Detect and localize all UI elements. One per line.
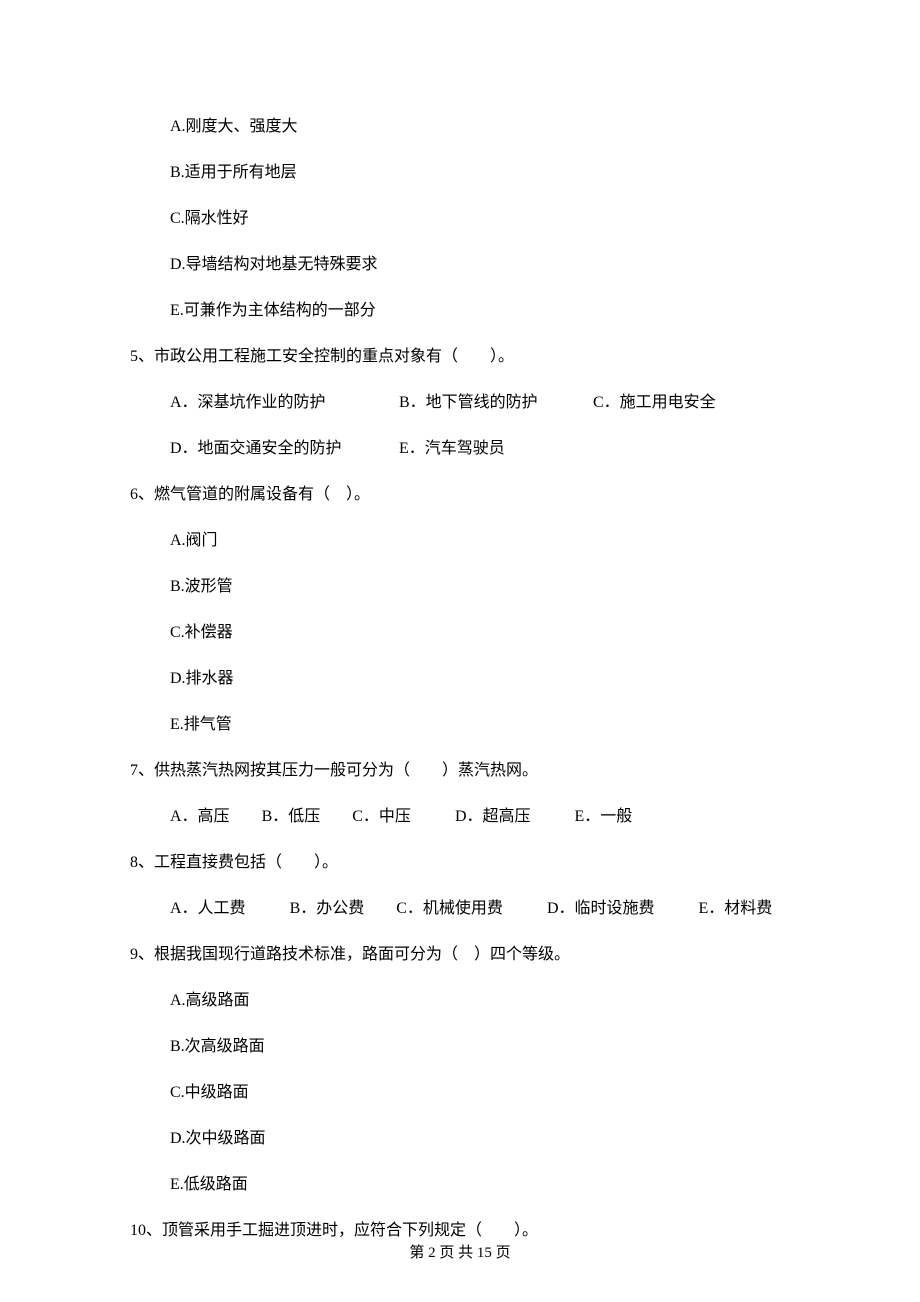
- q6-option-b: B.波形管: [130, 575, 790, 599]
- q9-option-a: A.高级路面: [130, 989, 790, 1013]
- q4-option-e: E.可兼作为主体结构的一部分: [130, 299, 790, 323]
- q5-option-e: E．汽车驾驶员: [399, 437, 505, 461]
- q9-option-d: D.次中级路面: [130, 1127, 790, 1151]
- q6-option-c: C.补偿器: [130, 621, 790, 645]
- q6-option-d: D.排水器: [130, 667, 790, 691]
- q5-options-row2: D．地面交通安全的防护 E．汽车驾驶员: [130, 437, 790, 461]
- q8-options-row: A．人工费 B．办公费 C．机械使用费 D．临时设施费 E．材料费: [130, 897, 790, 921]
- q9-option-c: C.中级路面: [130, 1081, 790, 1105]
- q5-option-b: B．地下管线的防护: [399, 391, 589, 415]
- q6-option-a: A.阀门: [130, 529, 790, 553]
- q5-text: 5、市政公用工程施工安全控制的重点对象有（ ）。: [130, 345, 790, 369]
- q4-option-a: A.刚度大、强度大: [130, 115, 790, 139]
- q7-option-b: B．低压: [262, 805, 321, 829]
- q7-option-e: E．一般: [575, 805, 633, 829]
- q7-options-row: A．高压 B．低压 C．中压 D．超高压 E．一般: [130, 805, 790, 829]
- q9-option-e: E.低级路面: [130, 1173, 790, 1197]
- q6-text: 6、燃气管道的附属设备有（ ）。: [130, 483, 790, 507]
- q8-option-c: C．机械使用费: [396, 897, 503, 921]
- q4-option-b: B.适用于所有地层: [130, 161, 790, 185]
- q9-option-b: B.次高级路面: [130, 1035, 790, 1059]
- q8-text: 8、工程直接费包括（ ）。: [130, 851, 790, 875]
- q8-option-a: A．人工费: [170, 897, 246, 921]
- q7-option-c: C．中压: [352, 805, 411, 829]
- q6-option-e: E.排气管: [130, 713, 790, 737]
- q5-options-row1: A．深基坑作业的防护 B．地下管线的防护 C．施工用电安全: [130, 391, 790, 415]
- q4-option-c: C.隔水性好: [130, 207, 790, 231]
- q5-option-d: D．地面交通安全的防护: [170, 437, 395, 461]
- q10-text: 10、顶管采用手工掘进顶进时，应符合下列规定（ ）。: [130, 1219, 790, 1243]
- page-footer: 第 2 页 共 15 页: [0, 1241, 920, 1262]
- q9-text: 9、根据我国现行道路技术标准，路面可分为（ ）四个等级。: [130, 943, 790, 967]
- q8-option-e: E．材料费: [699, 897, 773, 921]
- q7-text: 7、供热蒸汽热网按其压力一般可分为（ ）蒸汽热网。: [130, 759, 790, 783]
- page-content: A.刚度大、强度大 B.适用于所有地层 C.隔水性好 D.导墙结构对地基无特殊要…: [0, 0, 920, 1243]
- q8-option-d: D．临时设施费: [547, 897, 655, 921]
- q5-option-a: A．深基坑作业的防护: [170, 391, 395, 415]
- q7-option-d: D．超高压: [455, 805, 531, 829]
- q7-option-a: A．高压: [170, 805, 230, 829]
- q8-option-b: B．办公费: [290, 897, 365, 921]
- q5-option-c: C．施工用电安全: [593, 391, 716, 415]
- q4-option-d: D.导墙结构对地基无特殊要求: [130, 253, 790, 277]
